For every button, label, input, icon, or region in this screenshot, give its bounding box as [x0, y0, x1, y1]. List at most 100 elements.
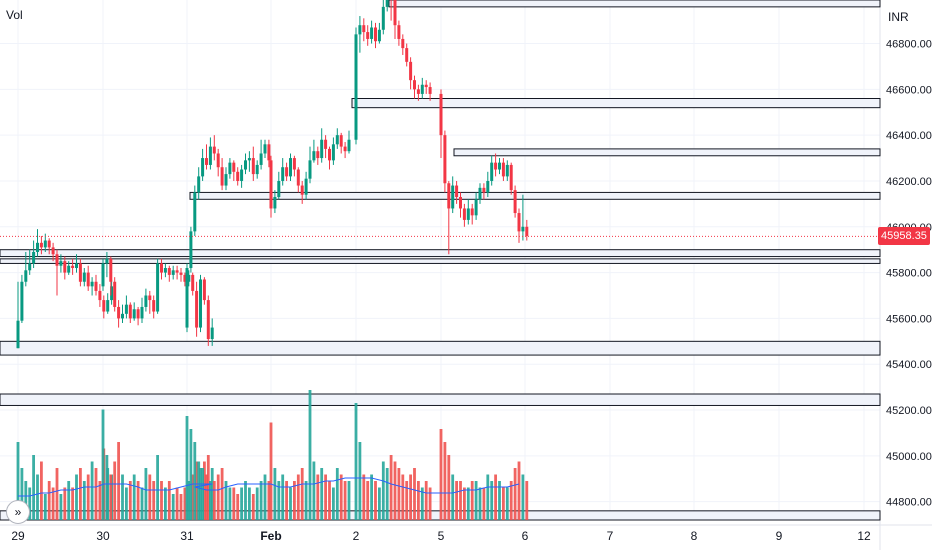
candle-body[interactable]	[416, 89, 420, 94]
candle-body[interactable]	[335, 135, 339, 145]
candle-body[interactable]	[494, 162, 498, 170]
candle-body[interactable]	[109, 258, 113, 282]
candle-body[interactable]	[132, 309, 136, 319]
candle-body[interactable]	[106, 300, 110, 312]
candle-body[interactable]	[393, 0, 397, 26]
candle-body[interactable]	[189, 231, 193, 269]
candle-body[interactable]	[110, 286, 114, 301]
candle-body[interactable]	[212, 146, 216, 154]
candle-body[interactable]	[117, 306, 121, 319]
candle-body[interactable]	[240, 169, 244, 181]
support-resistance-zone[interactable]	[453, 148, 881, 157]
candle-body[interactable]	[255, 164, 259, 175]
candle-body[interactable]	[374, 27, 377, 42]
candle-body[interactable]	[16, 320, 20, 349]
candle-body[interactable]	[509, 164, 513, 191]
candle-body[interactable]	[244, 160, 247, 170]
candle-body[interactable]	[385, 0, 389, 7]
candle-body[interactable]	[90, 281, 94, 287]
candle-body[interactable]	[474, 199, 478, 216]
candle-body[interactable]	[381, 6, 385, 30]
candle-body[interactable]	[347, 139, 351, 152]
candle-body[interactable]	[208, 146, 212, 165]
candle-body[interactable]	[486, 180, 490, 193]
candle-body[interactable]	[163, 268, 167, 273]
candle-body[interactable]	[59, 261, 63, 266]
candle-body[interactable]	[193, 192, 197, 232]
support-resistance-zone[interactable]	[189, 191, 881, 200]
candle-body[interactable]	[232, 162, 236, 172]
candle-body[interactable]	[343, 146, 347, 152]
candle-body[interactable]	[201, 158, 205, 177]
candle-body[interactable]	[320, 139, 324, 159]
candle-body[interactable]	[300, 185, 304, 195]
candle-body[interactable]	[24, 270, 28, 282]
candle-body[interactable]	[183, 274, 187, 282]
candle-body[interactable]	[505, 164, 509, 177]
candle-body[interactable]	[101, 263, 105, 287]
candle-body[interactable]	[175, 270, 179, 273]
candle-body[interactable]	[513, 190, 517, 214]
candle-body[interactable]	[269, 160, 273, 209]
currency-label[interactable]: INR	[888, 10, 909, 24]
candle-body[interactable]	[236, 171, 240, 181]
candle-body[interactable]	[179, 272, 183, 275]
candle-body[interactable]	[220, 167, 224, 186]
candle-body[interactable]	[447, 183, 451, 209]
candle-body[interactable]	[455, 185, 459, 198]
candle-body[interactable]	[113, 281, 117, 307]
candle-body[interactable]	[328, 148, 331, 161]
candle-body[interactable]	[377, 29, 381, 42]
candle-body[interactable]	[439, 93, 443, 136]
candle-body[interactable]	[424, 84, 428, 88]
support-resistance-zone[interactable]	[0, 340, 881, 356]
candle-body[interactable]	[197, 176, 201, 193]
candle-body[interactable]	[152, 300, 156, 312]
candle-body[interactable]	[86, 272, 90, 287]
candle-body[interactable]	[187, 274, 191, 282]
candle-body[interactable]	[413, 80, 416, 90]
candle-body[interactable]	[251, 158, 255, 175]
candle-body[interactable]	[121, 313, 124, 319]
candle-body[interactable]	[409, 61, 413, 81]
candle-body[interactable]	[224, 174, 228, 186]
candle-body[interactable]	[443, 135, 447, 184]
candle-body[interactable]	[273, 197, 277, 209]
candle-body[interactable]	[259, 153, 263, 165]
candle-body[interactable]	[478, 187, 482, 200]
candle-body[interactable]	[78, 263, 82, 282]
candle-body[interactable]	[362, 25, 366, 33]
candle-body[interactable]	[490, 162, 494, 181]
candle-body[interactable]	[428, 87, 432, 94]
candle-body[interactable]	[267, 144, 271, 161]
candle-body[interactable]	[281, 167, 285, 181]
candle-body[interactable]	[263, 144, 267, 154]
candle-body[interactable]	[312, 151, 316, 161]
candle-body[interactable]	[39, 242, 43, 248]
candle-body[interactable]	[206, 300, 210, 340]
candle-body[interactable]	[466, 208, 470, 220]
candle-body[interactable]	[171, 270, 175, 275]
candle-body[interactable]	[156, 263, 160, 312]
candle-body[interactable]	[128, 304, 132, 319]
candle-body[interactable]	[525, 226, 529, 236]
candle-body[interactable]	[228, 162, 232, 175]
candle-body[interactable]	[36, 242, 39, 252]
candle-body[interactable]	[28, 263, 32, 271]
candle-body[interactable]	[199, 279, 202, 328]
candle-body[interactable]	[498, 162, 501, 170]
candle-body[interactable]	[459, 197, 462, 209]
candle-body[interactable]	[51, 247, 55, 255]
candle-body[interactable]	[397, 25, 401, 39]
support-resistance-zone[interactable]	[0, 258, 881, 264]
candle-body[interactable]	[136, 309, 140, 319]
candle-body[interactable]	[247, 158, 251, 161]
candle-body[interactable]	[148, 295, 152, 301]
candle-body[interactable]	[185, 268, 189, 328]
candle-body[interactable]	[420, 84, 424, 94]
candle-body[interactable]	[470, 208, 474, 216]
candle-body[interactable]	[195, 290, 199, 328]
candle-body[interactable]	[358, 25, 362, 35]
candle-body[interactable]	[370, 27, 374, 39]
